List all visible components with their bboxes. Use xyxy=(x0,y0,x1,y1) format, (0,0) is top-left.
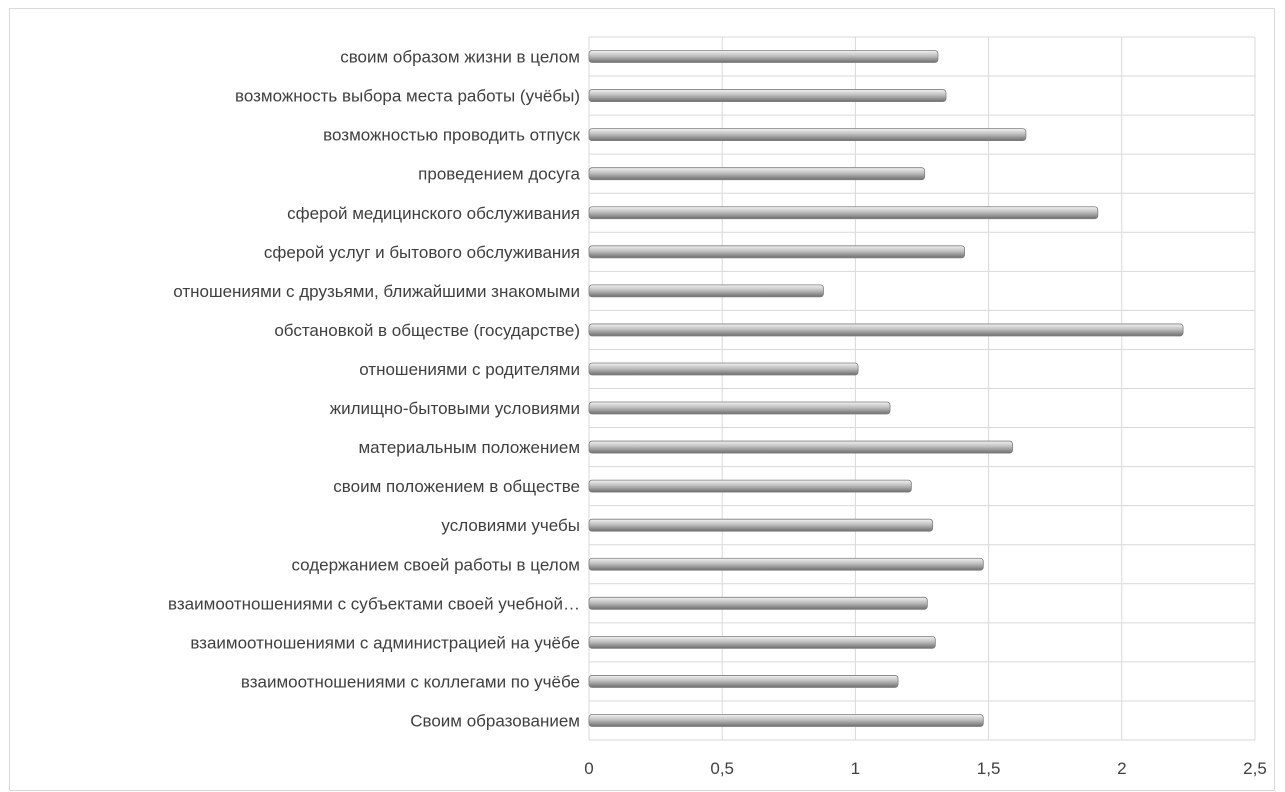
bar xyxy=(588,479,912,493)
bar-chart: своим образом жизни в целом возможность в… xyxy=(168,36,1267,778)
bar xyxy=(588,362,859,376)
x-tick-label: 0 xyxy=(584,759,593,778)
x-tick-label: 0,5 xyxy=(710,759,734,778)
x-tick-label: 1 xyxy=(851,759,860,778)
category-label: условиями учебы xyxy=(441,516,580,535)
category-labels: своим образом жизни в целом возможность в… xyxy=(168,48,581,731)
bar xyxy=(588,714,984,727)
x-tick-label: 2 xyxy=(1117,759,1126,778)
bar xyxy=(588,128,1027,142)
x-tick-label: 2,5 xyxy=(1243,759,1267,778)
category-label: сферой услуг и бытового обслуживания xyxy=(264,243,580,262)
category-label: отношениями с родителями xyxy=(359,360,580,379)
bar xyxy=(588,401,891,415)
grid-lines xyxy=(588,36,1256,741)
bar xyxy=(588,50,939,63)
category-label: Своим образованием xyxy=(410,711,580,730)
bar xyxy=(588,635,936,649)
bar xyxy=(588,245,966,259)
category-label: материальным положением xyxy=(358,438,580,457)
category-label: сферой медицинского обслуживания xyxy=(287,204,580,223)
chart-frame: своим образом жизни в целом возможность в… xyxy=(9,8,1275,791)
tick-labels: 0 0,5 1 1,5 2 2,5 xyxy=(584,759,1267,778)
category-label: содержанием своей работы в целом xyxy=(291,555,580,574)
x-tick-label: 1,5 xyxy=(977,759,1001,778)
bar xyxy=(588,284,824,298)
bar xyxy=(588,440,1013,454)
category-label: возможностью проводить отпуск xyxy=(323,126,580,145)
bar xyxy=(588,518,934,532)
category-label: возможность выбора места работы (учёбы) xyxy=(235,87,580,106)
category-label: взаимоотношениями с коллегами по учёбе xyxy=(241,672,580,691)
category-label: взаимоотношениями с администрацией на уч… xyxy=(190,633,580,652)
bar xyxy=(588,206,1099,220)
category-label: своим образом жизни в целом xyxy=(340,48,580,67)
category-label: проведением досуга xyxy=(418,165,580,184)
category-label: своим положением в обществе xyxy=(333,477,580,496)
bars xyxy=(588,50,1184,727)
bar xyxy=(588,167,926,181)
bar xyxy=(588,596,928,610)
category-label: отношениями с друзьями, ближайшими знако… xyxy=(173,282,580,301)
bar xyxy=(588,557,984,571)
bar xyxy=(588,323,1184,337)
category-label: взаимоотношениями с субъектами своей уче… xyxy=(168,594,580,613)
bar xyxy=(588,675,899,688)
category-label: жилищно-бытовыми условиями xyxy=(330,399,580,418)
category-label: обстановкой в обществе (государстве) xyxy=(274,321,580,340)
bar xyxy=(588,89,947,102)
